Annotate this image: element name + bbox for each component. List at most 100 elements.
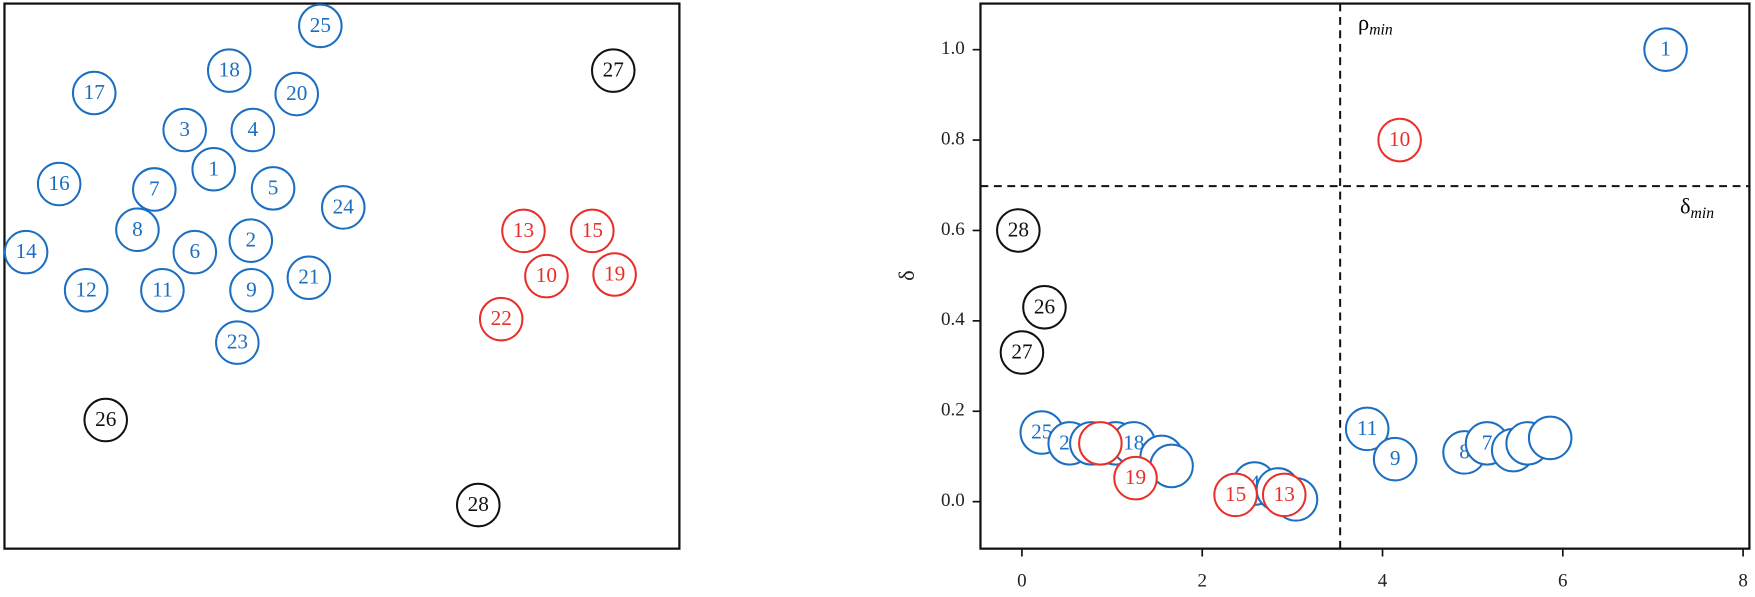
point — [191, 147, 236, 192]
point — [1527, 415, 1573, 461]
point-label: 16 — [49, 171, 70, 195]
point-label: 26 — [95, 407, 116, 431]
point — [250, 166, 296, 211]
point — [3, 229, 49, 275]
y-tick-label: 0.6 — [941, 219, 965, 240]
point-label: 17 — [84, 80, 106, 104]
point-label: 21 — [298, 265, 319, 289]
point-label: 3 — [179, 117, 190, 141]
point — [83, 397, 128, 443]
point-label: 9 — [246, 277, 257, 301]
point — [230, 107, 276, 153]
point-label: 4 — [248, 117, 259, 141]
point — [229, 268, 274, 313]
point-label: 19 — [1125, 465, 1146, 489]
y-axis-label: δ — [894, 270, 919, 281]
point — [286, 255, 332, 301]
point — [36, 161, 82, 207]
y-tick-label: 0.2 — [941, 400, 965, 421]
point-label: 28 — [1008, 217, 1029, 241]
point-label: 25 — [1031, 419, 1052, 443]
point — [1261, 472, 1307, 518]
point — [71, 70, 117, 116]
point — [206, 48, 252, 93]
x-tick-label: 6 — [1558, 571, 1568, 592]
point — [1372, 436, 1418, 482]
point-label: 23 — [227, 330, 248, 354]
x-tick-label: 8 — [1738, 571, 1748, 592]
point — [592, 252, 637, 297]
point-label: 8 — [1459, 439, 1470, 463]
threshold-label: δmin — [1680, 194, 1714, 222]
point — [162, 107, 207, 153]
point-label: 10 — [536, 263, 557, 287]
point — [115, 207, 160, 253]
point-label: 11 — [1357, 416, 1377, 440]
point-label: 14 — [15, 239, 37, 263]
threshold-label: ρmin — [1358, 10, 1393, 38]
point — [63, 268, 109, 313]
right-panel-frame — [979, 2, 1751, 550]
point — [501, 208, 546, 254]
y-tick-label: 1.0 — [941, 38, 965, 59]
point-label: 2 — [246, 228, 257, 252]
point — [1213, 472, 1258, 518]
point-label: 12 — [76, 277, 97, 301]
point — [321, 185, 366, 230]
point-label: 15 — [582, 218, 603, 242]
point — [140, 268, 185, 313]
point-label: 19 — [604, 261, 625, 285]
point — [996, 208, 1041, 253]
point — [590, 48, 636, 93]
point-label: 24 — [333, 194, 355, 218]
point-label: 18 — [1123, 430, 1144, 454]
point-label: 18 — [219, 58, 240, 82]
point — [298, 3, 343, 49]
point — [1113, 455, 1158, 501]
threshold-subscript: min — [1691, 205, 1715, 222]
point — [132, 167, 177, 212]
threshold-subscript: min — [1369, 21, 1393, 38]
point-label: 27 — [1011, 339, 1033, 363]
point-label: 8 — [132, 217, 143, 241]
left-panel-frame — [3, 2, 681, 550]
point — [524, 253, 569, 299]
point-label: 6 — [189, 239, 200, 263]
point — [478, 296, 524, 342]
point — [570, 208, 615, 254]
point-label: 13 — [513, 218, 534, 242]
x-tick-label: 4 — [1378, 571, 1388, 592]
point-label: 25 — [310, 13, 331, 37]
point-label: 9 — [1390, 446, 1401, 470]
point — [215, 320, 260, 365]
point-label: 13 — [1274, 482, 1295, 506]
point-label: 15 — [1225, 482, 1246, 506]
point — [1377, 117, 1422, 163]
point-label: 7 — [1482, 430, 1493, 454]
point — [172, 229, 218, 275]
point — [274, 71, 319, 117]
point — [1078, 421, 1123, 466]
point-label: 7 — [149, 176, 160, 200]
x-tick-label: 2 — [1197, 571, 1207, 592]
point — [1344, 406, 1390, 452]
point-label: 20 — [286, 81, 307, 105]
point-label: 10 — [1389, 127, 1410, 151]
point — [1022, 285, 1067, 330]
threshold-symbol: ρ — [1358, 10, 1369, 35]
y-tick-label: 0.0 — [941, 490, 965, 511]
point-label: 11 — [152, 277, 172, 301]
point-label: 4 — [1249, 471, 1260, 495]
point — [1643, 27, 1688, 72]
point-label: 1 — [1660, 37, 1671, 61]
threshold-symbol: δ — [1680, 194, 1691, 219]
point — [455, 482, 501, 528]
point-label: 1 — [208, 156, 219, 180]
point-label: 22 — [491, 306, 512, 330]
point-label: 28 — [468, 492, 489, 516]
point-label: 5 — [268, 175, 279, 199]
point — [999, 330, 1045, 375]
y-tick-label: 0.4 — [941, 309, 965, 330]
